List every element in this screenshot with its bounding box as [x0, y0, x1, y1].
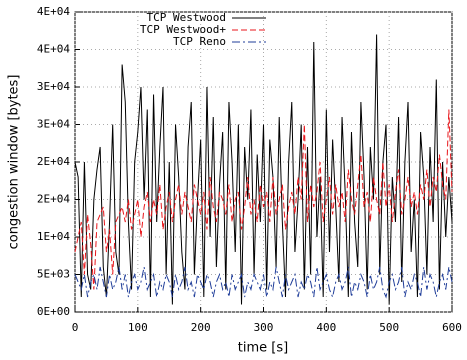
data-line: [74, 266, 453, 299]
x-tick-label: 500: [379, 321, 399, 334]
x-tick-label: 400: [316, 321, 336, 334]
x-axis-title: time [s]: [238, 341, 288, 356]
x-tick-label: 0: [72, 321, 79, 334]
y-tick-label: 3E+04: [37, 118, 70, 131]
x-tick-label: 100: [128, 321, 148, 334]
y-tick-label: 0E+00: [37, 305, 70, 318]
legend-label: TCP Westwood: [147, 11, 226, 24]
y-tick-label: 1E+04: [37, 230, 70, 243]
y-tick-label: 5E+03: [37, 268, 70, 281]
x-tick-label: 200: [191, 321, 211, 334]
x-tick-label: 600: [442, 321, 462, 334]
legend-label: TCP Reno: [173, 35, 226, 48]
y-tick-label: 4E+04: [37, 5, 70, 18]
y-tick-label: 3E+04: [37, 80, 70, 93]
y-tick-label: 4E+04: [37, 43, 70, 56]
legend-label: TCP Westwood+: [140, 23, 226, 36]
y-tick-label: 2E+04: [37, 193, 70, 206]
y-axis-title: congestion window [bytes]: [7, 75, 22, 250]
y-tick-label: 2E+04: [37, 155, 70, 168]
x-tick-label: 300: [254, 321, 274, 334]
data-line: [74, 34, 453, 305]
data-line: [74, 109, 453, 290]
